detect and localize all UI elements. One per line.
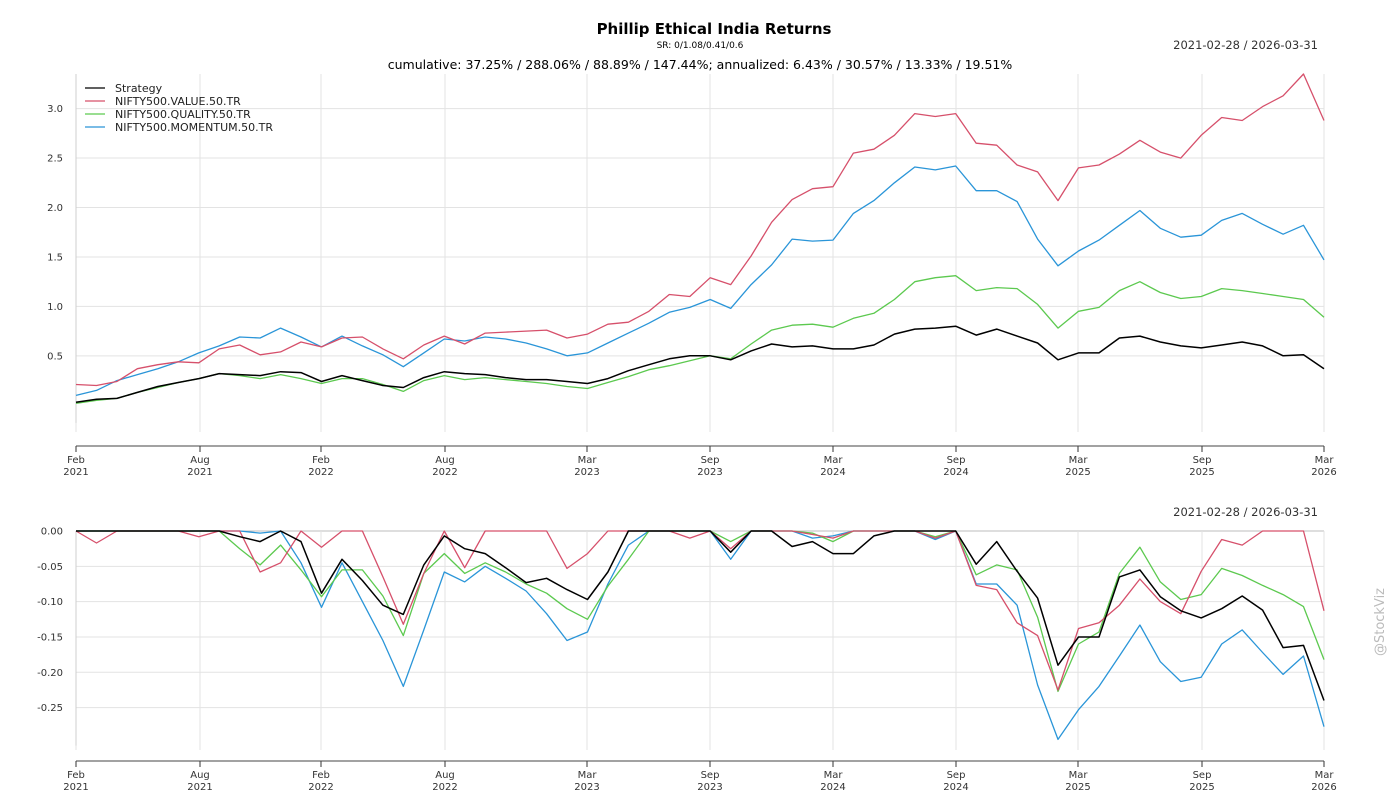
y-tick-label: 2.0: [47, 203, 63, 214]
x-tick-label: Aug: [435, 770, 455, 781]
series-line-nifty500-value-50-tr: [75, 73, 1325, 387]
drawdown-panel: 0.00-0.05-0.10-0.15-0.20-0.25Feb2021Aug2…: [37, 527, 1337, 794]
x-tick-label: Sep: [701, 770, 720, 781]
x-tick-label: Sep: [947, 770, 966, 781]
returns-summary: cumulative: 37.25% / 288.06% / 88.89% / …: [388, 57, 1013, 72]
date-range-top: 2021-02-28 / 2026-03-31: [1173, 38, 1318, 52]
y-tick-label: -0.15: [37, 632, 63, 643]
y-tick-label: -0.25: [37, 703, 63, 714]
x-tick-label-year: 2022: [308, 782, 333, 793]
x-tick-label-year: 2026: [1311, 782, 1336, 793]
x-tick-label-year: 2023: [697, 782, 722, 793]
x-tick-label-year: 2025: [1189, 782, 1214, 793]
x-tick-label-year: 2022: [432, 782, 457, 793]
x-tick-label: Aug: [190, 770, 210, 781]
x-tick-label-year: 2024: [943, 782, 968, 793]
y-tick-label: -0.05: [37, 562, 63, 573]
x-tick-label-year: 2024: [820, 782, 845, 793]
x-tick-label: Sep: [1193, 455, 1212, 466]
x-tick-label: Mar: [578, 455, 598, 466]
x-tick-label: Mar: [578, 770, 598, 781]
legend-label-nifty500-momentum-50-tr: NIFTY500.MOMENTUM.50.TR: [115, 121, 273, 134]
x-tick-label-year: 2023: [574, 467, 599, 478]
y-tick-label: 0.00: [41, 527, 63, 538]
x-tick-label-year: 2022: [308, 467, 333, 478]
x-tick-label-year: 2026: [1311, 467, 1336, 478]
x-tick-label: Mar: [824, 455, 844, 466]
x-tick-label-year: 2021: [63, 467, 88, 478]
x-tick-label-year: 2021: [63, 782, 88, 793]
x-tick-label: Aug: [190, 455, 210, 466]
x-tick-label-year: 2023: [574, 782, 599, 793]
series-line-nifty500-momentum-50-tr: [75, 165, 1325, 397]
x-tick-label: Sep: [1193, 770, 1212, 781]
series-line-strategy: [76, 530, 1325, 701]
series-line-strategy: [75, 325, 1325, 404]
x-tick-label-year: 2021: [187, 782, 212, 793]
legend-label-strategy: Strategy: [115, 82, 163, 95]
legend-label-nifty500-quality-50-tr: NIFTY500.QUALITY.50.TR: [115, 108, 251, 121]
y-tick-label: -0.10: [37, 597, 63, 608]
legend-label-nifty500-value-50-tr: NIFTY500.VALUE.50.TR: [115, 95, 241, 108]
x-tick-label: Mar: [1069, 455, 1089, 466]
sharpe-ratios: SR: 0/1.08/0.41/0.6: [657, 41, 744, 51]
x-tick-label-year: 2024: [943, 467, 968, 478]
x-tick-label: Feb: [67, 455, 85, 466]
y-tick-label: 1.5: [47, 252, 63, 263]
y-tick-label: 0.5: [47, 351, 63, 362]
x-tick-label: Feb: [67, 770, 85, 781]
x-tick-label: Mar: [1069, 770, 1089, 781]
cumulative-returns-panel: 0.51.01.52.02.53.0Feb2021Aug2021Feb2022A…: [47, 73, 1337, 478]
x-tick-label-year: 2025: [1065, 782, 1090, 793]
x-tick-label: Sep: [947, 455, 966, 466]
x-tick-label-year: 2022: [432, 467, 457, 478]
watermark: @StockViz: [1373, 588, 1388, 656]
y-tick-label: -0.20: [37, 668, 63, 679]
x-tick-label: Mar: [1315, 770, 1335, 781]
series-line-nifty500-quality-50-tr: [76, 530, 1325, 693]
y-tick-label: 3.0: [47, 104, 63, 115]
x-tick-label: Aug: [435, 455, 455, 466]
series-line-nifty500-value-50-tr: [75, 530, 1325, 691]
x-tick-label-year: 2023: [697, 467, 722, 478]
x-tick-label: Mar: [824, 770, 844, 781]
date-range-bottom: 2021-02-28 / 2026-03-31: [1173, 505, 1318, 519]
y-tick-label: 2.5: [47, 154, 63, 165]
x-tick-label-year: 2025: [1189, 467, 1214, 478]
x-tick-label: Feb: [312, 770, 330, 781]
x-tick-label-year: 2025: [1065, 467, 1090, 478]
x-tick-label: Mar: [1315, 455, 1335, 466]
y-tick-label: 1.0: [47, 302, 63, 313]
legend: StrategyNIFTY500.VALUE.50.TRNIFTY500.QUA…: [85, 82, 273, 134]
x-tick-label: Sep: [701, 455, 720, 466]
x-tick-label-year: 2021: [187, 467, 212, 478]
x-tick-label: Feb: [312, 455, 330, 466]
chart-title: Phillip Ethical India Returns: [597, 20, 832, 38]
series-line-nifty500-quality-50-tr: [75, 275, 1325, 404]
x-tick-label-year: 2024: [820, 467, 845, 478]
